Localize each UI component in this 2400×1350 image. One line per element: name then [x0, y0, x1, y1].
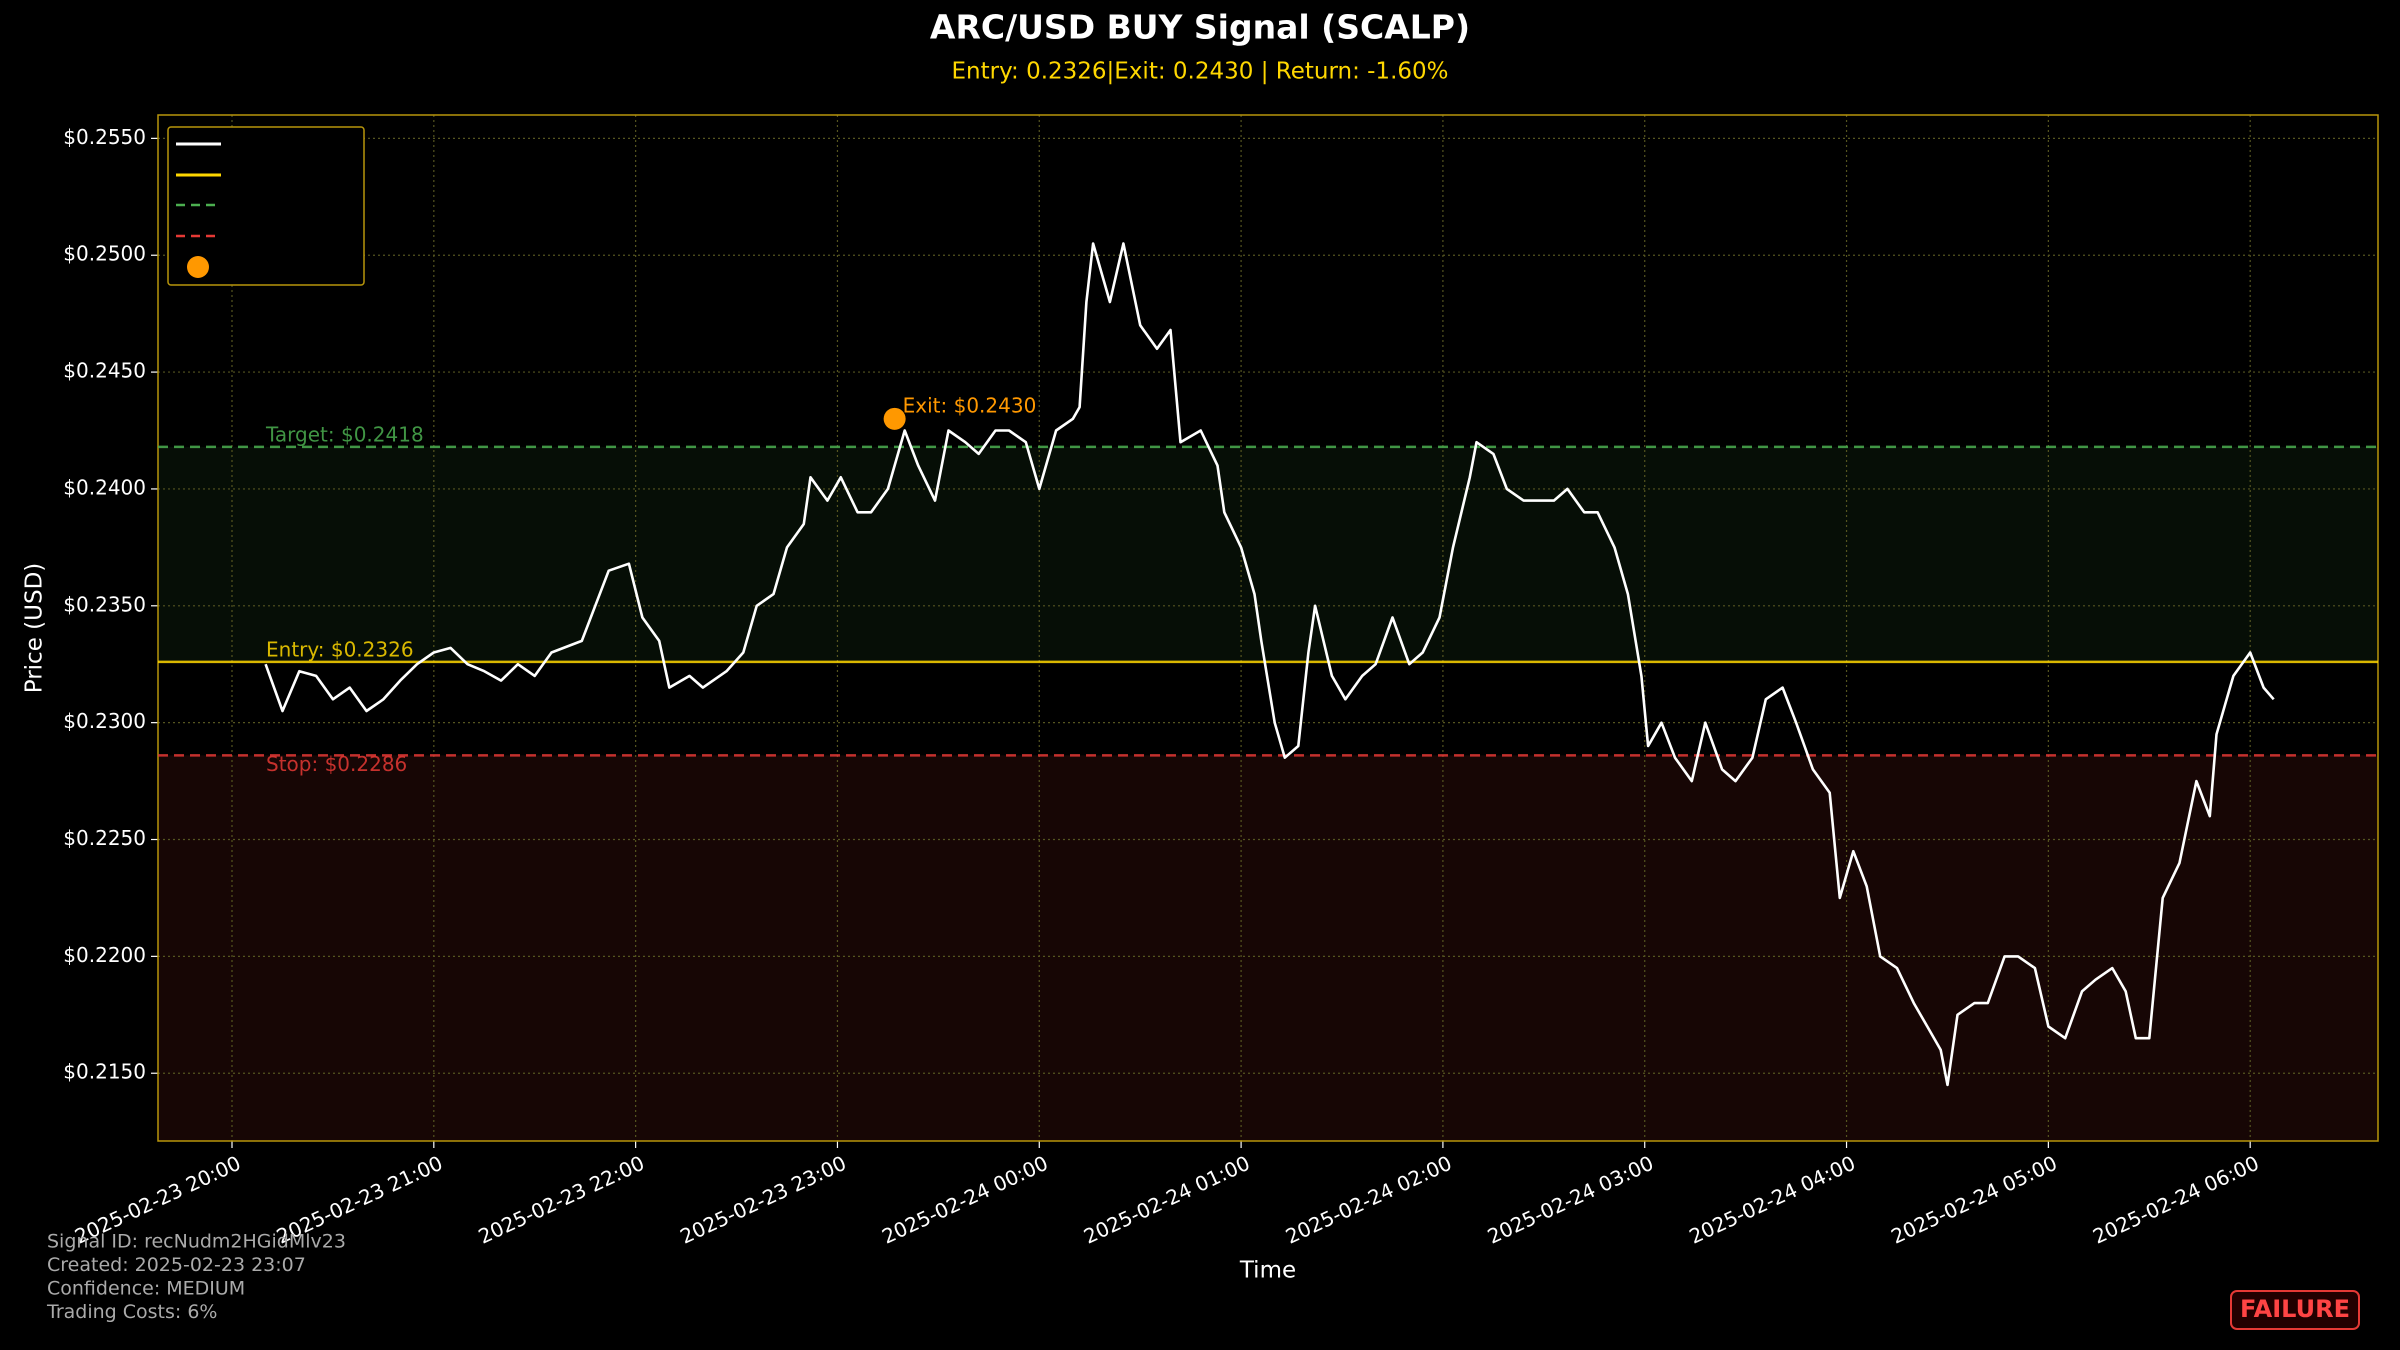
y-tick-label: $0.2350 [63, 592, 146, 616]
legend-swatch [187, 256, 209, 278]
y-tick-label: $0.2300 [63, 709, 146, 733]
y-axis-label: Price (USD) [22, 563, 48, 694]
y-tick-label: $0.2150 [63, 1060, 146, 1084]
info-line: Created: 2025-02-23 23:07 [47, 1254, 306, 1276]
chart-title: ARC/USD BUY Signal (SCALP) [930, 8, 1470, 47]
status-text: FAILURE [2240, 1295, 2350, 1323]
y-tick-label: $0.2500 [63, 242, 146, 266]
info-line: Confidence: MEDIUM [47, 1278, 245, 1300]
legend-box [167, 126, 365, 286]
stop-zone [158, 755, 2378, 1141]
y-tick-label: $0.2200 [63, 943, 146, 967]
y-tick-label: $0.2400 [63, 475, 146, 499]
y-tick-label: $0.2550 [63, 125, 146, 149]
price-line [264, 242, 2275, 1087]
level-label: Stop: $0.2286 [266, 752, 407, 776]
exit-label: Exit: $0.2430 [903, 393, 1037, 417]
info-line: Trading Costs: 6% [46, 1301, 217, 1323]
plot-frame [157, 114, 2379, 1142]
level-label: Target: $0.2418 [265, 422, 424, 446]
legend [167, 126, 365, 286]
info-line: Signal ID: recNudm2HGidMlv23 [47, 1231, 346, 1253]
x-axis-label: Time [1239, 1258, 1296, 1284]
status-badge [2230, 1290, 2360, 1330]
level-label: Entry: $0.2326 [266, 637, 414, 661]
target-zone [158, 446, 2378, 662]
exit-point [883, 407, 906, 430]
y-tick-label: $0.2450 [63, 359, 146, 383]
chart-subtitle: Entry: 0.2326|Exit: 0.2430 | Return: -1.… [951, 59, 1448, 85]
y-tick-label: $0.2250 [63, 826, 146, 850]
